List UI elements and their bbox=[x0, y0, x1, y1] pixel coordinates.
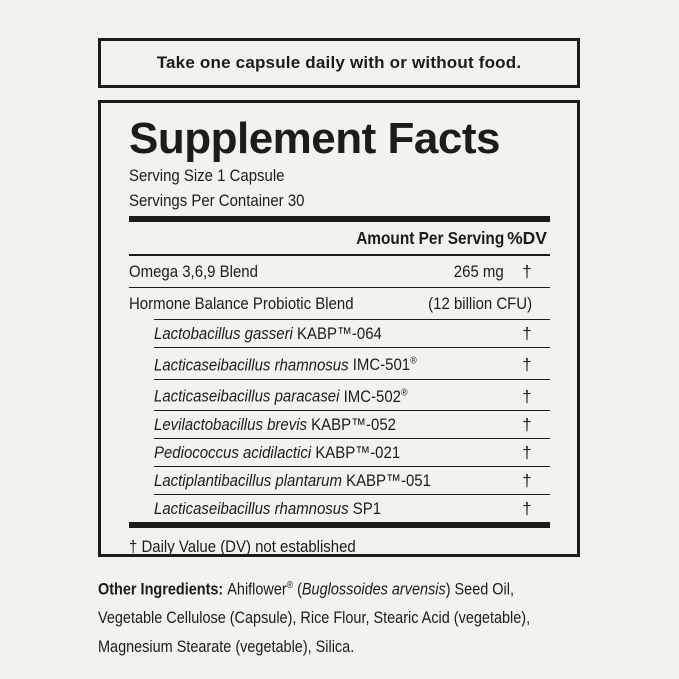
strain-code: SP1 bbox=[352, 498, 382, 518]
strain-row: Lacticaseibacillus rhamnosus IMC-501® † bbox=[154, 347, 550, 379]
registered-mark: ® bbox=[410, 355, 417, 367]
other-ingredients-paragraph: Other Ingredients: Ahiflower® (Buglossoi… bbox=[98, 572, 580, 661]
ingredient-dv: † bbox=[522, 261, 532, 281]
strain-species: Levilactobacillus brevis bbox=[154, 414, 308, 434]
strain-name: Lactobacillus gasseri KABP™-064 bbox=[154, 323, 504, 343]
probiotic-strain-rows: Lactobacillus gasseri KABP™-064 † Lacticas… bbox=[154, 319, 550, 522]
other-ingredients-segment: Other Ingredients: bbox=[98, 579, 228, 599]
strain-dv: † bbox=[522, 470, 532, 490]
other-ingredients-segment: ) Seed Oil, Vegetable Cellulose (Capsule… bbox=[98, 579, 531, 656]
strain-name: Lactiplantibacillus plantarum KABP™-051 bbox=[154, 470, 504, 490]
serving-size: Serving Size 1 Capsule bbox=[129, 166, 285, 185]
strain-row: Lacticaseibacillus rhamnosus SP1 † bbox=[154, 494, 550, 522]
strain-name: Lacticaseibacillus rhamnosus IMC-501® bbox=[154, 353, 504, 375]
strain-code: KABP™-052 bbox=[311, 414, 396, 434]
strain-row: Lactiplantibacillus plantarum KABP™-051 † bbox=[154, 466, 550, 494]
strain-row: Pediococcus acidilactici KABP™-021 † bbox=[154, 438, 550, 466]
strain-species: Lacticaseibacillus rhamnosus bbox=[154, 498, 349, 518]
strain-species: Lacticaseibacillus rhamnosus bbox=[154, 355, 349, 375]
servings-per-container: Servings Per Container 30 bbox=[129, 191, 305, 210]
ingredient-amount: 265 mg bbox=[454, 261, 504, 281]
other-ingredients-text: Other Ingredients: Ahiflower® (Buglossoi… bbox=[98, 572, 580, 661]
strain-species: Lactiplantibacillus plantarum bbox=[154, 470, 342, 490]
strain-dv: † bbox=[522, 355, 532, 375]
strain-name: Lacticaseibacillus rhamnosus SP1 bbox=[154, 498, 504, 518]
other-ingredients-segment: ® bbox=[286, 580, 294, 591]
header-amount-per-serving: Amount Per Serving bbox=[355, 228, 504, 248]
strain-code: IMC-502® bbox=[343, 386, 408, 406]
other-ingredients-segment: ( bbox=[293, 579, 302, 599]
strain-name: Pediococcus acidilactici KABP™-021 bbox=[154, 442, 504, 462]
other-ingredients-segment: Ahiflower bbox=[227, 579, 287, 599]
strain-dv: † bbox=[522, 414, 532, 434]
other-ingredients-segment: Buglossoides arvensis bbox=[301, 579, 446, 599]
strain-species: Lacticaseibacillus paracasei bbox=[154, 386, 340, 406]
strain-species: Pediococcus acidilactici bbox=[154, 442, 312, 462]
registered-mark: ® bbox=[400, 387, 408, 399]
ingredient-name: Omega 3,6,9 Blend bbox=[129, 261, 258, 281]
strain-code: KABP™-064 bbox=[297, 323, 382, 343]
ingredient-name: Hormone Balance Probiotic Blend bbox=[129, 293, 354, 313]
strain-dv: † bbox=[522, 442, 532, 462]
strain-dv: † bbox=[522, 498, 532, 518]
strain-code: KABP™-021 bbox=[315, 442, 401, 462]
ingredient-row: Omega 3,6,9 Blend 265 mg † bbox=[129, 256, 550, 288]
strain-row: Lacticaseibacillus paracasei IMC-502® † bbox=[154, 378, 550, 411]
ingredient-rows: Omega 3,6,9 Blend 265 mg † Hormone Balance … bbox=[129, 256, 550, 319]
ingredient-row: Hormone Balance Probiotic Blend (12 billi… bbox=[129, 288, 550, 319]
strain-row: Lactobacillus gasseri KABP™-064 † bbox=[154, 319, 550, 347]
strain-name: Levilactobacillus brevis KABP™-052 bbox=[154, 414, 504, 434]
strain-dv: † bbox=[522, 386, 532, 406]
ingredient-amount: (12 billion CFU) bbox=[428, 293, 532, 313]
directions-text: Take one capsule daily with or without f… bbox=[156, 53, 522, 72]
divider-thick-bottom bbox=[129, 522, 550, 529]
dv-footnote: † Daily Value (DV) not established bbox=[129, 537, 356, 557]
panel-title: Supplement Facts bbox=[129, 114, 500, 163]
header-percent-dv: %DV bbox=[507, 228, 547, 248]
divider-thick-top bbox=[129, 216, 550, 222]
strain-dv: † bbox=[522, 323, 532, 343]
strain-code: IMC-501® bbox=[352, 355, 417, 375]
strain-code: KABP™-051 bbox=[346, 470, 431, 490]
strain-species: Lactobacillus gasseri bbox=[154, 323, 293, 343]
table-header-row: Amount Per Serving %DV bbox=[129, 222, 550, 256]
strain-row: Levilactobacillus brevis KABP™-052 † bbox=[154, 410, 550, 438]
strain-name: Lacticaseibacillus paracasei IMC-502® bbox=[154, 384, 504, 406]
directions-box: Take one capsule daily with or without f… bbox=[98, 38, 580, 88]
supplement-facts-panel: Supplement Facts Serving Size 1 Capsule … bbox=[98, 100, 580, 557]
